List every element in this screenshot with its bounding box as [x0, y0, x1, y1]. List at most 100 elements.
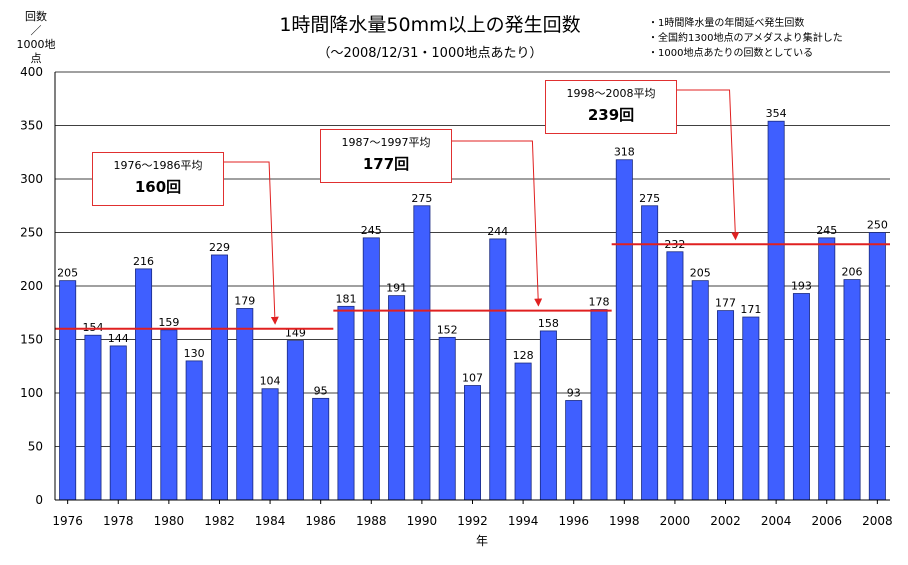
average-label-1998-2008: 1998～2008平均: [566, 87, 656, 100]
y-tick-label: 150: [20, 333, 43, 347]
note-line-1: ・1時間降水量の年間延べ発生回数: [648, 18, 805, 29]
y-axis-label-line-3: 1000地点: [16, 38, 56, 65]
bar-1990: [413, 205, 431, 501]
average-value-1987-1997: 177回: [362, 155, 410, 173]
x-tick-label: 1984: [255, 514, 286, 528]
bar-value-label: 158: [538, 317, 559, 330]
bar-value-label: 275: [639, 192, 660, 205]
x-tick-label: 2002: [710, 514, 741, 528]
bar-value-label: 193: [791, 279, 812, 292]
bar-1981: [185, 360, 203, 501]
x-tick-label: 1978: [103, 514, 134, 528]
x-tick-label: 1982: [204, 514, 235, 528]
average-value-1976-1986: 160回: [134, 178, 182, 196]
bar-value-label: 159: [158, 316, 179, 329]
x-tick-label: 1998: [609, 514, 640, 528]
bar-1987: [337, 305, 355, 501]
x-tick-label: 1986: [305, 514, 336, 528]
average-arrow-1987-1997: [450, 140, 543, 307]
average-box-1987-1997: 1987～1997平均 177回: [320, 129, 452, 183]
bar-value-label: 171: [740, 303, 761, 316]
chart-subtitle: （～2008/12/31・1000地点あたり）: [317, 46, 543, 61]
bar-2002: [717, 310, 735, 501]
bar-1998: [615, 159, 633, 501]
bar-1989: [388, 295, 406, 501]
y-axis-label-line-1: 回数: [25, 10, 47, 23]
y-tick-label: 250: [20, 226, 43, 240]
bar-1994: [514, 362, 532, 501]
chart-title: 1時間降水量50mm以上の発生回数: [279, 14, 581, 36]
bar-value-label: 181: [335, 292, 356, 305]
bar-1984: [261, 388, 279, 501]
bar-2006: [818, 237, 836, 501]
bar-value-label: 354: [766, 107, 787, 120]
average-arrow-1998-2008: [675, 89, 740, 241]
bar-value-label: 205: [57, 267, 78, 280]
bar-value-label: 179: [234, 294, 255, 307]
bar-value-label: 149: [285, 327, 306, 340]
bar-1977: [84, 334, 102, 501]
bar-1978: [109, 345, 127, 501]
y-tick-label: 300: [20, 172, 43, 186]
note-line-3: ・1000地点あたりの回数としている: [648, 48, 814, 59]
bar-1993: [489, 238, 507, 501]
bar-value-label: 177: [715, 297, 736, 310]
bar-2003: [742, 316, 760, 501]
bar-2001: [691, 280, 709, 501]
y-axis-label: 回数 ／ 1000地点: [12, 10, 60, 66]
bar-value-label: 154: [82, 321, 103, 334]
x-tick-label: 1990: [407, 514, 438, 528]
average-arrow-1976-1986: [222, 161, 279, 325]
bar-value-label: 318: [614, 146, 635, 159]
average-label-1987-1997: 1987～1997平均: [341, 136, 431, 149]
bar-1997: [590, 309, 608, 501]
bar-1991: [438, 336, 456, 501]
bar-2000: [666, 251, 684, 501]
y-tick-label: 50: [28, 440, 43, 454]
bar-value-label: 244: [487, 225, 508, 238]
bar-value-label: 130: [184, 347, 205, 360]
bar-value-label: 250: [867, 219, 888, 232]
bar-1982: [210, 254, 228, 501]
bar-value-label: 245: [361, 224, 382, 237]
bar-value-label: 104: [260, 375, 281, 388]
y-tick-label: 100: [20, 386, 43, 400]
x-tick-label: 2006: [811, 514, 842, 528]
average-box-1976-1986: 1976～1986平均 160回: [92, 152, 224, 206]
bar-value-label: 95: [314, 384, 328, 397]
bar-2007: [843, 279, 861, 501]
x-tick-label: 2004: [761, 514, 792, 528]
bar-2004: [767, 120, 785, 501]
bar-value-label: 275: [411, 192, 432, 205]
note-line-2: ・全国約1300地点のアメダスより集計した: [648, 33, 843, 44]
bar-1992: [464, 385, 481, 501]
bar-1980: [160, 329, 178, 501]
y-tick-label: 200: [20, 279, 43, 293]
bar-value-label: 178: [589, 296, 610, 309]
bar-1988: [362, 237, 380, 501]
bar-1976: [59, 280, 77, 501]
y-axis-label-line-2: ／: [30, 24, 42, 37]
bar-value-label: 245: [816, 224, 837, 237]
bar-value-label: 229: [209, 241, 230, 254]
bar-1983: [236, 308, 254, 501]
x-tick-label: 1996: [558, 514, 589, 528]
x-tick-label: 1994: [508, 514, 539, 528]
bar-value-label: 107: [462, 372, 483, 385]
bar-value-label: 128: [513, 349, 534, 362]
bar-value-label: 191: [386, 282, 407, 295]
bar-value-label: 216: [133, 255, 154, 268]
x-axis-label: 年: [475, 534, 488, 548]
bar-1999: [641, 205, 659, 501]
y-tick-label: 350: [20, 119, 43, 133]
average-label-1976-1986: 1976～1986平均: [113, 159, 203, 172]
bar-value-label: 152: [437, 323, 458, 336]
bar-value-label: 206: [842, 266, 863, 279]
bar-2008: [868, 232, 886, 501]
bar-value-label: 205: [690, 267, 711, 280]
bar-1996: [565, 400, 583, 501]
bar-1979: [135, 268, 153, 501]
x-tick-label: 1980: [154, 514, 185, 528]
bar-1985: [286, 340, 304, 501]
